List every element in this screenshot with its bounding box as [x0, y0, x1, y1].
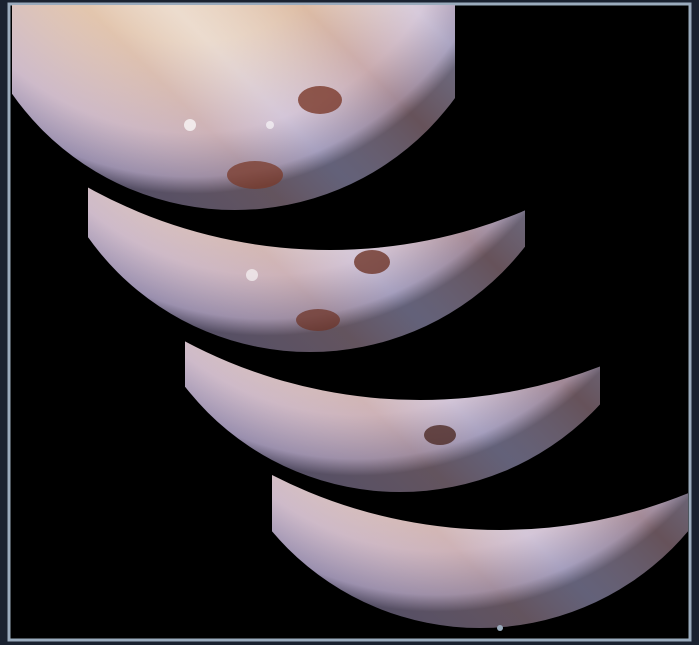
jupiter-slice-4 — [272, 422, 688, 628]
moon — [497, 625, 503, 631]
